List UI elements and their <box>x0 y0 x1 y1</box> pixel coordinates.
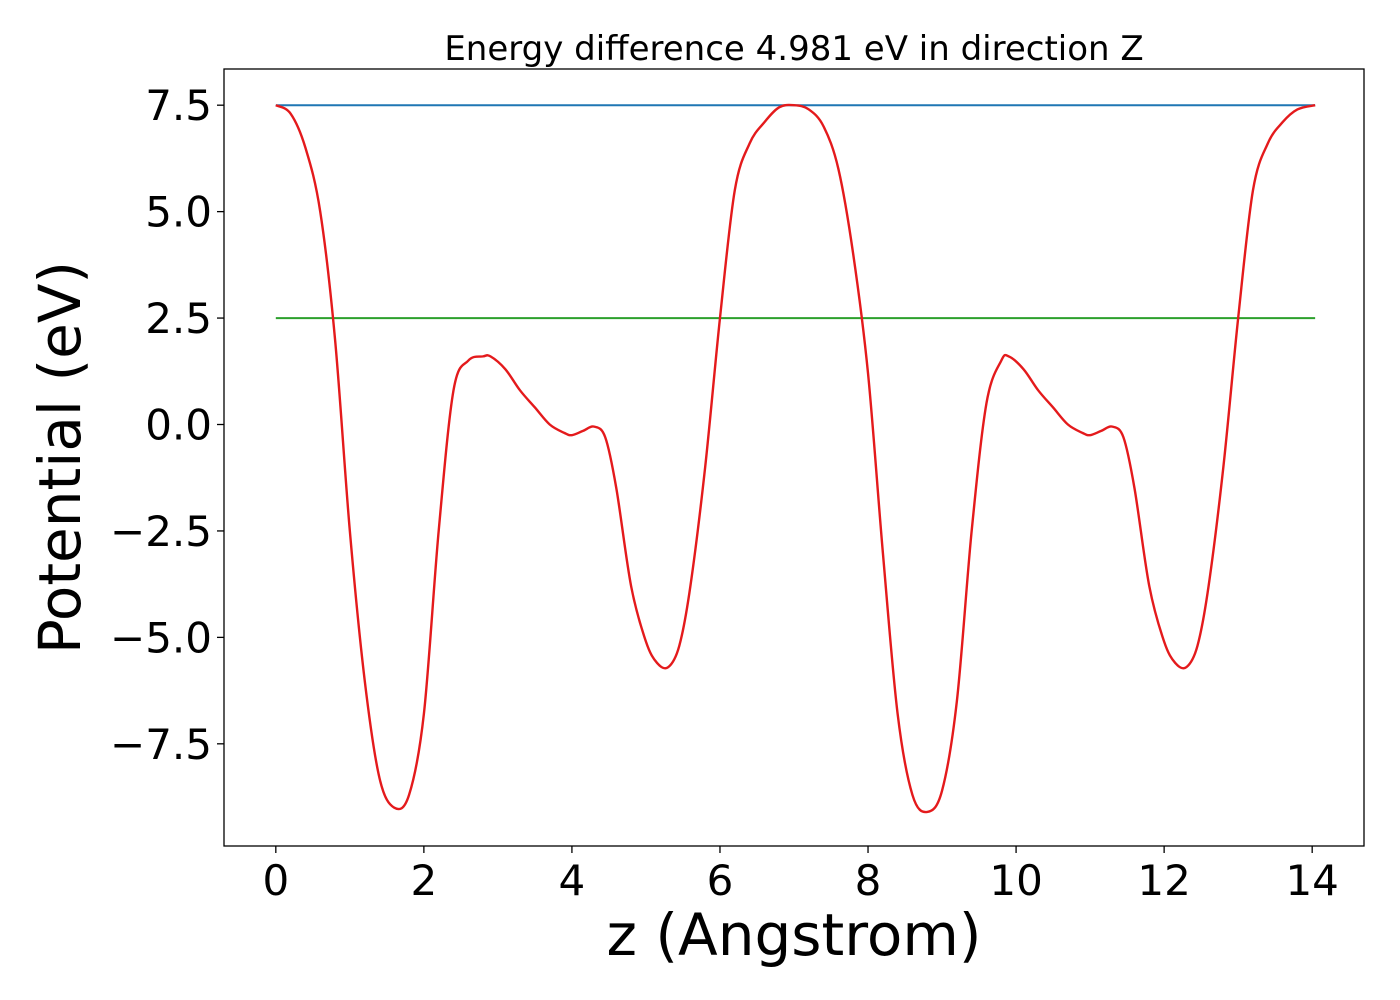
y-axis-label: Potential (eV) <box>26 261 94 654</box>
x-axis-ticks: 0 2 4 6 8 10 12 14 <box>262 846 1339 905</box>
x-tick-label: 2 <box>411 856 438 905</box>
x-tick-label: 12 <box>1137 856 1190 905</box>
y-tick-label: 5.0 <box>145 188 212 237</box>
y-tick-label: −2.5 <box>110 507 212 556</box>
chart-title: Energy difference 4.981 eV in direction … <box>444 29 1143 69</box>
y-tick-label: 7.5 <box>145 81 212 130</box>
x-tick-label: 14 <box>1285 856 1338 905</box>
x-axis-label: z (Angstrom) <box>607 901 982 969</box>
x-tick-label: 8 <box>855 856 882 905</box>
y-axis-ticks: 7.5 5.0 2.5 0.0 −2.5 −5.0 −7.5 <box>110 81 224 769</box>
potential-curve <box>275 103 1316 814</box>
plot-frame <box>223 68 1365 847</box>
x-tick-label: 10 <box>989 856 1042 905</box>
y-tick-label: −7.5 <box>110 720 212 769</box>
plot-area <box>275 103 1316 814</box>
x-tick-label: 6 <box>707 856 734 905</box>
x-tick-label: 4 <box>559 856 586 905</box>
y-tick-label: 2.5 <box>145 294 212 343</box>
x-tick-label: 0 <box>262 856 289 905</box>
y-tick-label: −5.0 <box>110 613 212 662</box>
y-tick-label: 0.0 <box>145 401 212 450</box>
